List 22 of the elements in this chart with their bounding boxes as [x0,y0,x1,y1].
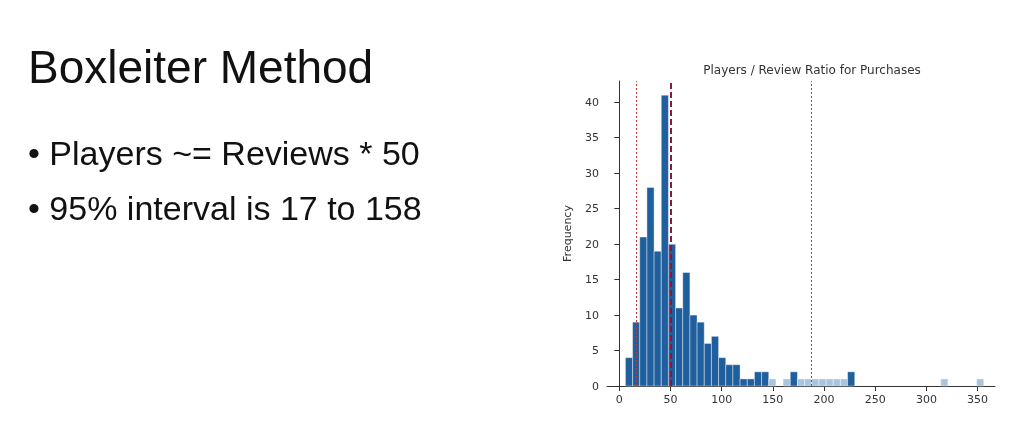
y-tick-label: 5 [592,344,599,358]
y-tick-label: 25 [585,202,599,216]
x-tick-label: 50 [663,393,678,406]
y-axis-title: Frequency [561,204,574,262]
y-tick-label: 40 [585,95,599,109]
y-tick-label: 20 [585,237,599,251]
x-tick-label: 250 [864,393,886,406]
x-tick-label: 0 [615,393,623,406]
y-tick-label: 35 [585,131,599,145]
x-tick-label: 150 [762,393,784,406]
y-tick-label: 0 [592,379,599,393]
text: • 95% interval is 17 to 158 [28,189,423,228]
text: Boxleiter Method [28,40,375,94]
chart-title: Players / Review Ratio for Purchases [703,63,921,77]
text: • Players ~= Reviews * 50 [28,134,421,173]
y-tick-label: 10 [585,308,599,322]
x-tick-label: 200 [813,393,835,406]
x-tick-label: 100 [711,393,733,406]
y-tick-label: 15 [585,273,599,287]
x-tick-label: 350 [967,393,989,406]
y-tick-label: 30 [585,166,599,180]
x-tick-label: 300 [915,393,937,406]
